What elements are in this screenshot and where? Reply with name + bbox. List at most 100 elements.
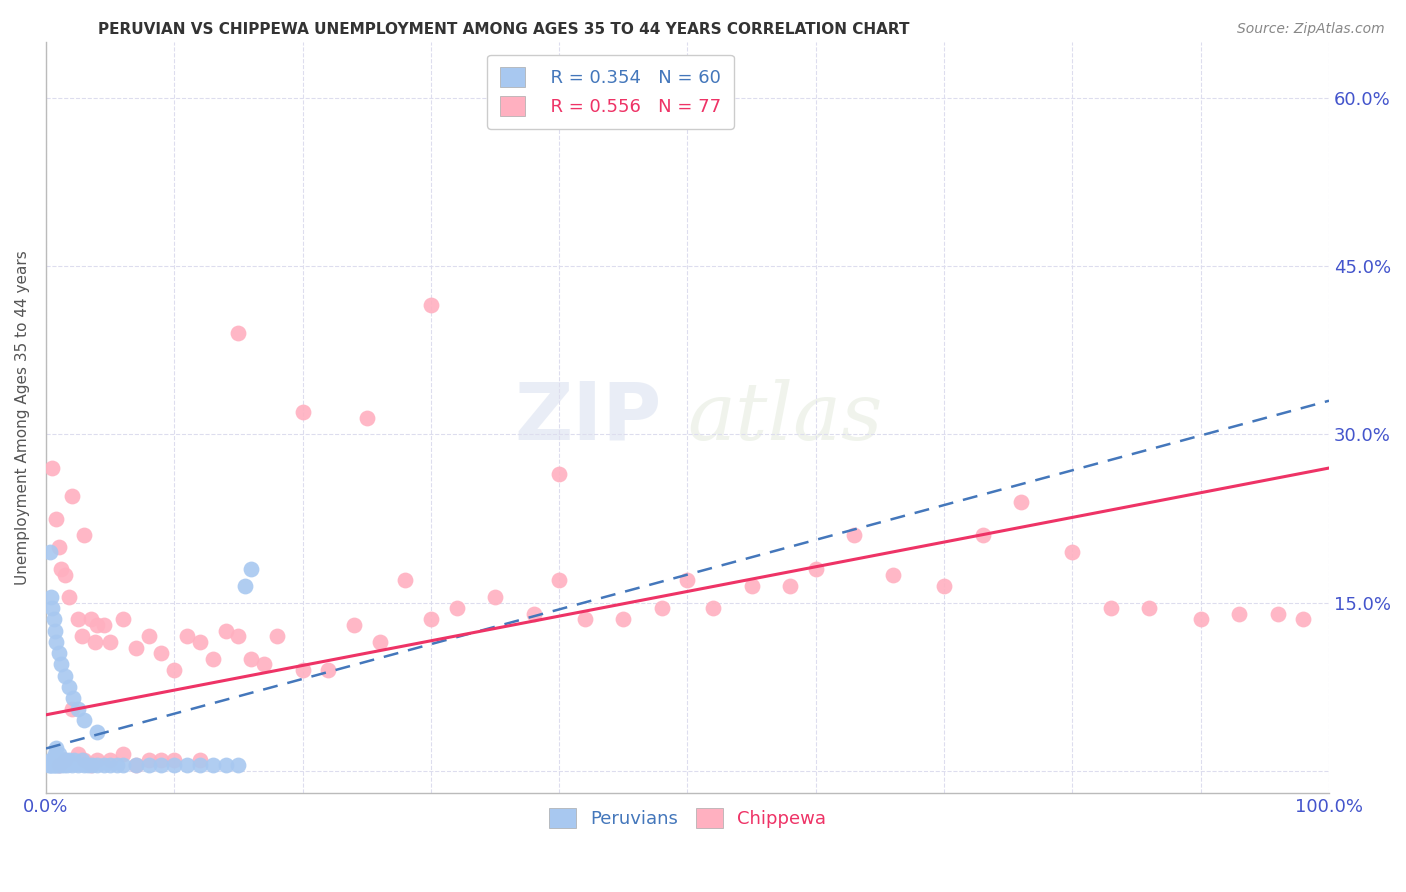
Point [70, 753, 93, 767]
Point [176, 629, 198, 643]
Point [42, 758, 65, 772]
Point [343, 618, 366, 632]
Point [44, 624, 66, 638]
Point [70, 629, 93, 643]
Point [138, 758, 160, 772]
Point [188, 753, 211, 767]
Point [73, 714, 96, 728]
Point [176, 758, 198, 772]
Legend: Peruvians, Chippewa: Peruvians, Chippewa [540, 799, 835, 837]
Point [80, 758, 103, 772]
Point [46, 758, 69, 772]
Text: Source: ZipAtlas.com: Source: ZipAtlas.com [1237, 22, 1385, 37]
Point [51, 562, 73, 576]
Point [48, 747, 70, 761]
Point [67, 747, 90, 761]
Point [83, 635, 105, 649]
Point [45, 635, 67, 649]
Point [52, 753, 75, 767]
Point [163, 753, 186, 767]
Point [41, 601, 63, 615]
Point [82, 758, 104, 772]
Point [291, 663, 314, 677]
Point [58, 590, 80, 604]
Point [233, 579, 256, 593]
Point [150, 646, 173, 660]
Point [44, 747, 66, 761]
Point [39, 753, 62, 767]
Point [163, 663, 186, 677]
Point [51, 657, 73, 672]
Point [240, 651, 263, 665]
Point [316, 663, 339, 677]
Point [291, 405, 314, 419]
Point [105, 758, 128, 772]
Point [73, 528, 96, 542]
Text: PERUVIAN VS CHIPPEWA UNEMPLOYMENT AMONG AGES 35 TO 44 YEARS CORRELATION CHART: PERUVIAN VS CHIPPEWA UNEMPLOYMENT AMONG … [98, 22, 910, 37]
Point [63, 753, 86, 767]
Point [201, 651, 224, 665]
Point [548, 467, 571, 481]
Point [67, 758, 90, 772]
Point [58, 680, 80, 694]
Point [53, 668, 76, 682]
Point [44, 758, 66, 772]
Point [484, 590, 506, 604]
Point [98, 758, 121, 772]
Point [228, 629, 250, 643]
Point [125, 758, 148, 772]
Point [51, 758, 73, 772]
Point [53, 753, 76, 767]
Point [55, 758, 77, 772]
Point [125, 640, 148, 655]
Point [77, 758, 100, 772]
Point [86, 724, 108, 739]
Point [138, 753, 160, 767]
Point [228, 758, 250, 772]
Point [419, 298, 441, 312]
Point [214, 758, 236, 772]
Point [1292, 612, 1315, 626]
Point [932, 579, 955, 593]
Point [73, 753, 96, 767]
Point [844, 528, 866, 542]
Point [38, 758, 60, 772]
Point [446, 601, 468, 615]
Point [49, 753, 72, 767]
Point [98, 635, 121, 649]
Point [39, 590, 62, 604]
Point [41, 461, 63, 475]
Point [60, 489, 83, 503]
Point [45, 741, 67, 756]
Point [48, 646, 70, 660]
Point [201, 758, 224, 772]
Point [188, 635, 211, 649]
Point [46, 753, 69, 767]
Point [419, 612, 441, 626]
Point [62, 691, 84, 706]
Point [150, 753, 173, 767]
Point [41, 753, 63, 767]
Point [676, 573, 699, 587]
Point [1062, 545, 1084, 559]
Point [972, 528, 994, 542]
Text: ZIP: ZIP [515, 378, 662, 457]
Point [741, 579, 763, 593]
Point [60, 758, 83, 772]
Point [67, 702, 90, 716]
Point [651, 601, 673, 615]
Point [39, 758, 62, 772]
Point [48, 540, 70, 554]
Point [125, 758, 148, 772]
Point [53, 753, 76, 767]
Point [394, 573, 416, 587]
Point [52, 758, 75, 772]
Point [804, 562, 827, 576]
Point [53, 567, 76, 582]
Point [214, 624, 236, 638]
Point [42, 753, 65, 767]
Point [138, 629, 160, 643]
Point [42, 612, 65, 626]
Point [58, 753, 80, 767]
Point [522, 607, 544, 621]
